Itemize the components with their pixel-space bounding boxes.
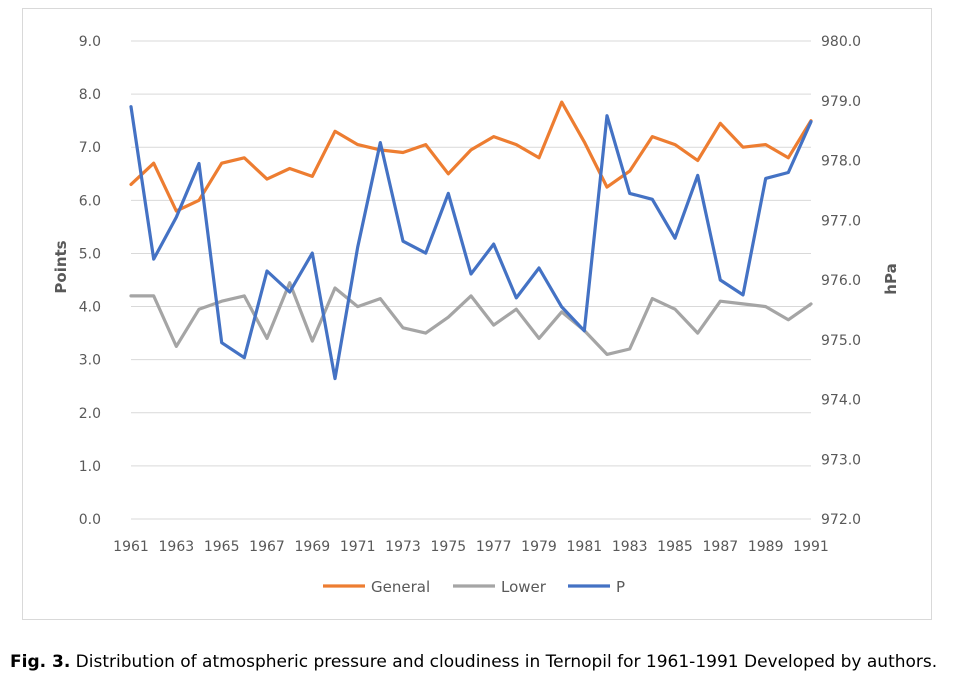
x-tick-label: 1987 xyxy=(703,539,739,555)
chart-svg: 0.0 1.0 2.0 3.0 4.0 5.0 6.0 7.0 8.0 9.0 972.0 973.… xyxy=(52,34,900,596)
y2-tick-label: 979.0 xyxy=(821,94,861,110)
x-tick-label: 1977 xyxy=(476,539,512,555)
x-tick-label: 1989 xyxy=(748,539,784,555)
chart-frame: 0.0 1.0 2.0 3.0 4.0 5.0 6.0 7.0 8.0 9.0 972.0 973.… xyxy=(22,8,932,620)
y-tick-label: 2.0 xyxy=(79,406,101,422)
legend-label-p: P xyxy=(616,578,625,596)
y-tick-label: 7.0 xyxy=(79,140,101,156)
y2-tick-label: 974.0 xyxy=(821,393,861,409)
y-axis-ticks: 0.0 1.0 2.0 3.0 4.0 5.0 6.0 7.0 8.0 9.0 xyxy=(79,34,101,528)
y2-tick-label: 976.0 xyxy=(821,273,861,289)
y-tick-label: 5.0 xyxy=(79,246,101,262)
x-tick-label: 1963 xyxy=(159,539,195,555)
x-tick-label: 1971 xyxy=(340,539,376,555)
x-tick-label: 1975 xyxy=(431,539,467,555)
figure-label: Fig. 3. xyxy=(10,652,71,672)
series-lines xyxy=(129,100,813,381)
figure-caption: Fig. 3. Distribution of atmospheric pres… xyxy=(10,652,937,672)
y-tick-label: 8.0 xyxy=(79,87,101,103)
x-tick-label: 1985 xyxy=(657,539,693,555)
x-tick-label: 1991 xyxy=(793,539,829,555)
x-tick-label: 1973 xyxy=(385,539,421,555)
gridlines xyxy=(131,40,811,520)
figure-caption-text: Distribution of atmospheric pressure and… xyxy=(70,652,938,672)
y-tick-label: 3.0 xyxy=(79,353,101,369)
x-axis-ticks: 1961 1963 1965 1967 1969 1971 1973 1975 1977 1979… xyxy=(113,539,829,555)
series-line-general xyxy=(129,100,813,213)
x-tick-label: 1965 xyxy=(204,539,240,555)
x-tick-label: 1981 xyxy=(567,539,603,555)
legend-label-general: General xyxy=(371,578,430,596)
y-tick-label: 1.0 xyxy=(79,459,101,475)
y-tick-label: 9.0 xyxy=(79,34,101,50)
series-line-p xyxy=(129,105,813,381)
legend: General Lower P xyxy=(323,578,625,596)
y-axis-title: Points xyxy=(52,240,70,293)
y-tick-label: 6.0 xyxy=(79,193,101,209)
y-tick-label: 0.0 xyxy=(79,512,101,528)
x-tick-label: 1967 xyxy=(249,539,285,555)
y2-tick-label: 978.0 xyxy=(821,154,861,170)
series-line-lower xyxy=(129,281,813,356)
y2-tick-label: 977.0 xyxy=(821,213,861,229)
y2-tick-label: 980.0 xyxy=(821,34,861,50)
y2-axis-ticks: 972.0 973.0 974.0 975.0 976.0 977.0 978.0 979.0… xyxy=(821,34,861,528)
y2-tick-label: 973.0 xyxy=(821,452,861,468)
y2-tick-label: 975.0 xyxy=(821,333,861,349)
y2-axis-title: hPa xyxy=(882,263,900,294)
x-tick-label: 1961 xyxy=(113,539,149,555)
y-tick-label: 4.0 xyxy=(79,300,101,316)
y2-tick-label: 972.0 xyxy=(821,512,861,528)
x-tick-label: 1979 xyxy=(521,539,557,555)
legend-label-lower: Lower xyxy=(501,578,547,596)
x-tick-label: 1969 xyxy=(295,539,331,555)
x-tick-label: 1983 xyxy=(612,539,648,555)
